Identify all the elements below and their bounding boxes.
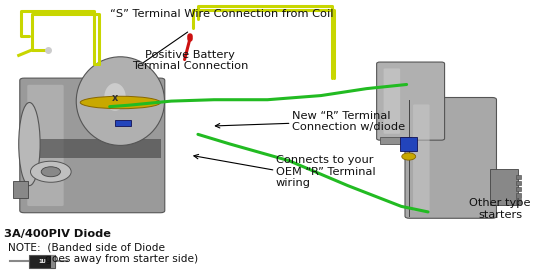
Bar [13,181,28,198]
Text: “S” Terminal Wire Connection from Coil: “S” Terminal Wire Connection from Coil [110,9,334,19]
Ellipse shape [104,83,126,111]
Bar [380,137,411,144]
FancyBboxPatch shape [413,104,430,211]
Ellipse shape [80,96,160,109]
FancyBboxPatch shape [377,62,445,140]
Ellipse shape [76,57,165,145]
Circle shape [30,161,71,182]
Bar [516,193,521,198]
Text: 3A/400PIV Diode: 3A/400PIV Diode [4,229,111,238]
Text: x: x [112,93,118,103]
Text: Positive Battery
Terminal Connection: Positive Battery Terminal Connection [132,50,248,71]
Bar [400,137,417,151]
Circle shape [402,153,416,160]
Text: New “R” Terminal
Connection w/diode: New “R” Terminal Connection w/diode [292,111,404,132]
FancyBboxPatch shape [20,78,165,213]
FancyBboxPatch shape [24,138,160,158]
Bar [51,255,55,268]
Text: Connects to your
OEM “R” Terminal
wiring: Connects to your OEM “R” Terminal wiring [276,155,375,188]
Bar [516,181,521,185]
Bar [490,169,518,205]
Bar [516,199,521,204]
Circle shape [41,167,60,177]
Bar [29,255,55,268]
Ellipse shape [19,102,40,186]
Text: Other type
starters: Other type starters [470,198,531,220]
Text: NOTE:  (Banded side of Diode
           goes away from starter side): NOTE: (Banded side of Diode goes away fr… [8,242,198,264]
FancyBboxPatch shape [405,98,496,218]
FancyBboxPatch shape [384,68,400,134]
Bar [516,175,521,179]
Bar [516,187,521,191]
FancyBboxPatch shape [27,85,64,206]
Text: 1U: 1U [39,259,46,264]
Bar [115,120,131,126]
